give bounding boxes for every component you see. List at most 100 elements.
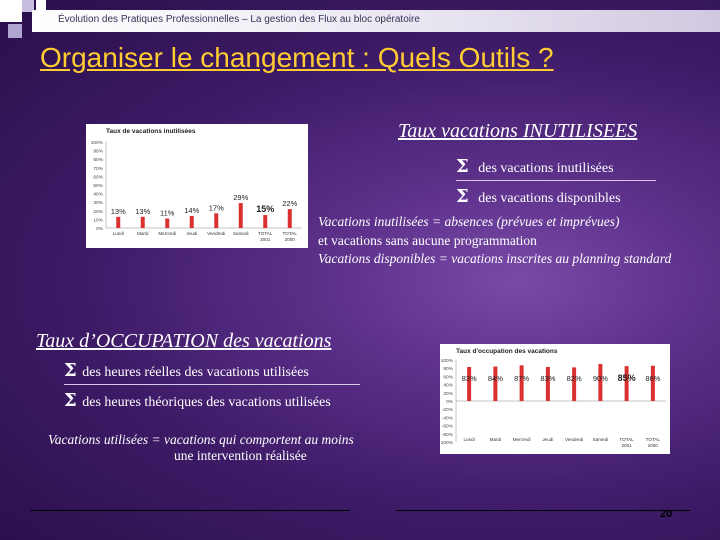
bar — [545, 366, 550, 401]
category-label: TOTAL — [258, 231, 273, 236]
value-label: 22% — [282, 199, 297, 208]
header-band — [32, 10, 720, 32]
y-tick-label: 0% — [446, 399, 454, 405]
fraction-bar — [64, 384, 360, 385]
sigma-symbol: Σ — [64, 360, 77, 381]
sigma-symbol: Σ — [64, 390, 77, 411]
y-tick-label: 40% — [443, 383, 453, 389]
bar — [165, 218, 170, 228]
formula-numerator: Σ des heures réelles des vacations utili… — [64, 360, 309, 381]
bottom-divider — [30, 510, 350, 511]
chart-inutilisees: Taux de vacations inutilisées 100% 90% 80% 7… — [86, 124, 308, 248]
value-label: 29% — [233, 193, 248, 202]
category-label: Jeudi — [186, 231, 197, 236]
value-label: 13% — [111, 207, 126, 216]
category-label: Samedi — [593, 437, 609, 442]
y-tick-label: -80% — [442, 432, 454, 438]
formula-numerator: Σ des vacations inutilisées — [456, 156, 614, 177]
category-label: Mercredi — [513, 437, 531, 442]
denominator-text: des heures théoriques des vacations util… — [82, 395, 331, 410]
bottom-divider — [396, 510, 690, 511]
bar — [287, 209, 292, 228]
y-tick-label: 80% — [443, 366, 453, 372]
page-title: Organiser le changement : Quels Outils ? — [40, 42, 554, 73]
category-label: Vendredi — [207, 231, 225, 236]
value-label: 15% — [256, 204, 274, 214]
category-label: Lundi — [113, 231, 124, 236]
category-label: TOTAL — [619, 437, 634, 442]
bar — [140, 216, 145, 228]
category-label: Jeudi — [542, 437, 553, 442]
bar — [519, 365, 524, 401]
sigma-symbol: Σ — [456, 186, 469, 207]
decor-square — [8, 24, 22, 38]
value-label: 83% — [462, 374, 477, 383]
bar — [650, 365, 655, 401]
category-label: Mardi — [490, 437, 502, 442]
y-tick-label: 60% — [93, 174, 103, 180]
y-tick-label: -20% — [442, 407, 454, 413]
bar — [263, 215, 268, 228]
note-line: et vacations sans aucune programmation — [318, 233, 537, 248]
page-number: 20 — [660, 508, 673, 520]
formula-denominator: Σ des heures théoriques des vacations ut… — [64, 390, 331, 411]
y-tick-label: -100% — [440, 440, 454, 446]
y-tick-label: 0% — [96, 226, 104, 232]
y-tick-label: 10% — [93, 217, 103, 223]
value-label: 87% — [514, 374, 529, 383]
y-tick-label: 50% — [93, 183, 103, 189]
y-tick-label: 90% — [93, 149, 103, 155]
note-line: une intervention réalisée — [174, 448, 307, 463]
y-tick-label: 100% — [441, 358, 454, 364]
category-label: Vendredi — [565, 437, 583, 442]
category-label: Mardi — [137, 231, 149, 236]
section-occupation-heading: Taux d’OCCUPATION des vacations — [36, 330, 332, 352]
sigma-symbol: Σ — [456, 156, 469, 177]
category-label: Samedi — [233, 231, 249, 236]
y-tick-label: 20% — [443, 391, 453, 397]
category-label: 2001 — [260, 237, 271, 242]
header-text: Évolution des Pratiques Professionnelles… — [58, 14, 420, 25]
category-label: Lundi — [464, 437, 475, 442]
y-tick-label: -60% — [442, 424, 454, 430]
decor-square — [0, 0, 22, 22]
value-label: 13% — [135, 207, 150, 216]
numerator-text: des vacations inutilisées — [478, 161, 614, 176]
y-tick-label: 20% — [93, 209, 103, 215]
bar — [467, 366, 472, 401]
note-line: Vacations utilisées = vacations qui comp… — [48, 432, 354, 447]
decor-square — [22, 0, 34, 12]
value-label: 86% — [645, 374, 660, 383]
value-label: 11% — [160, 209, 175, 218]
category-label: 2001 — [622, 443, 633, 448]
bar — [624, 366, 629, 401]
fraction-bar — [456, 180, 656, 181]
y-tick-label: 70% — [93, 166, 103, 172]
bar — [493, 366, 498, 401]
bar — [238, 203, 243, 228]
bar — [598, 364, 603, 401]
value-label: 17% — [209, 203, 224, 212]
category-label: Mercredi — [158, 231, 176, 236]
formula-denominator: Σ des vacations disponibles — [456, 186, 621, 207]
chart-title: Taux de vacations inutilisées — [106, 128, 196, 135]
value-label: 84% — [488, 374, 503, 383]
y-tick-label: 60% — [443, 374, 453, 380]
category-label: TOTAL — [283, 231, 298, 236]
category-label: TOTAL — [646, 437, 661, 442]
bar — [189, 215, 194, 228]
bar — [214, 213, 219, 228]
numerator-text: des heures réelles des vacations utilisé… — [82, 365, 309, 380]
denominator-text: des vacations disponibles — [478, 191, 621, 206]
category-label: 2000 — [285, 237, 296, 242]
chart-occupation: Taux d'occupation des vacations 100% 80% 60… — [440, 344, 670, 454]
value-label: 90% — [593, 374, 608, 383]
y-tick-label: 80% — [93, 157, 103, 163]
y-tick-label: 100% — [91, 140, 104, 146]
y-tick-label: -40% — [442, 415, 454, 421]
value-label: 83% — [540, 374, 555, 383]
bar — [116, 216, 121, 228]
y-tick-label: 30% — [93, 200, 103, 206]
value-label: 14% — [184, 206, 199, 215]
